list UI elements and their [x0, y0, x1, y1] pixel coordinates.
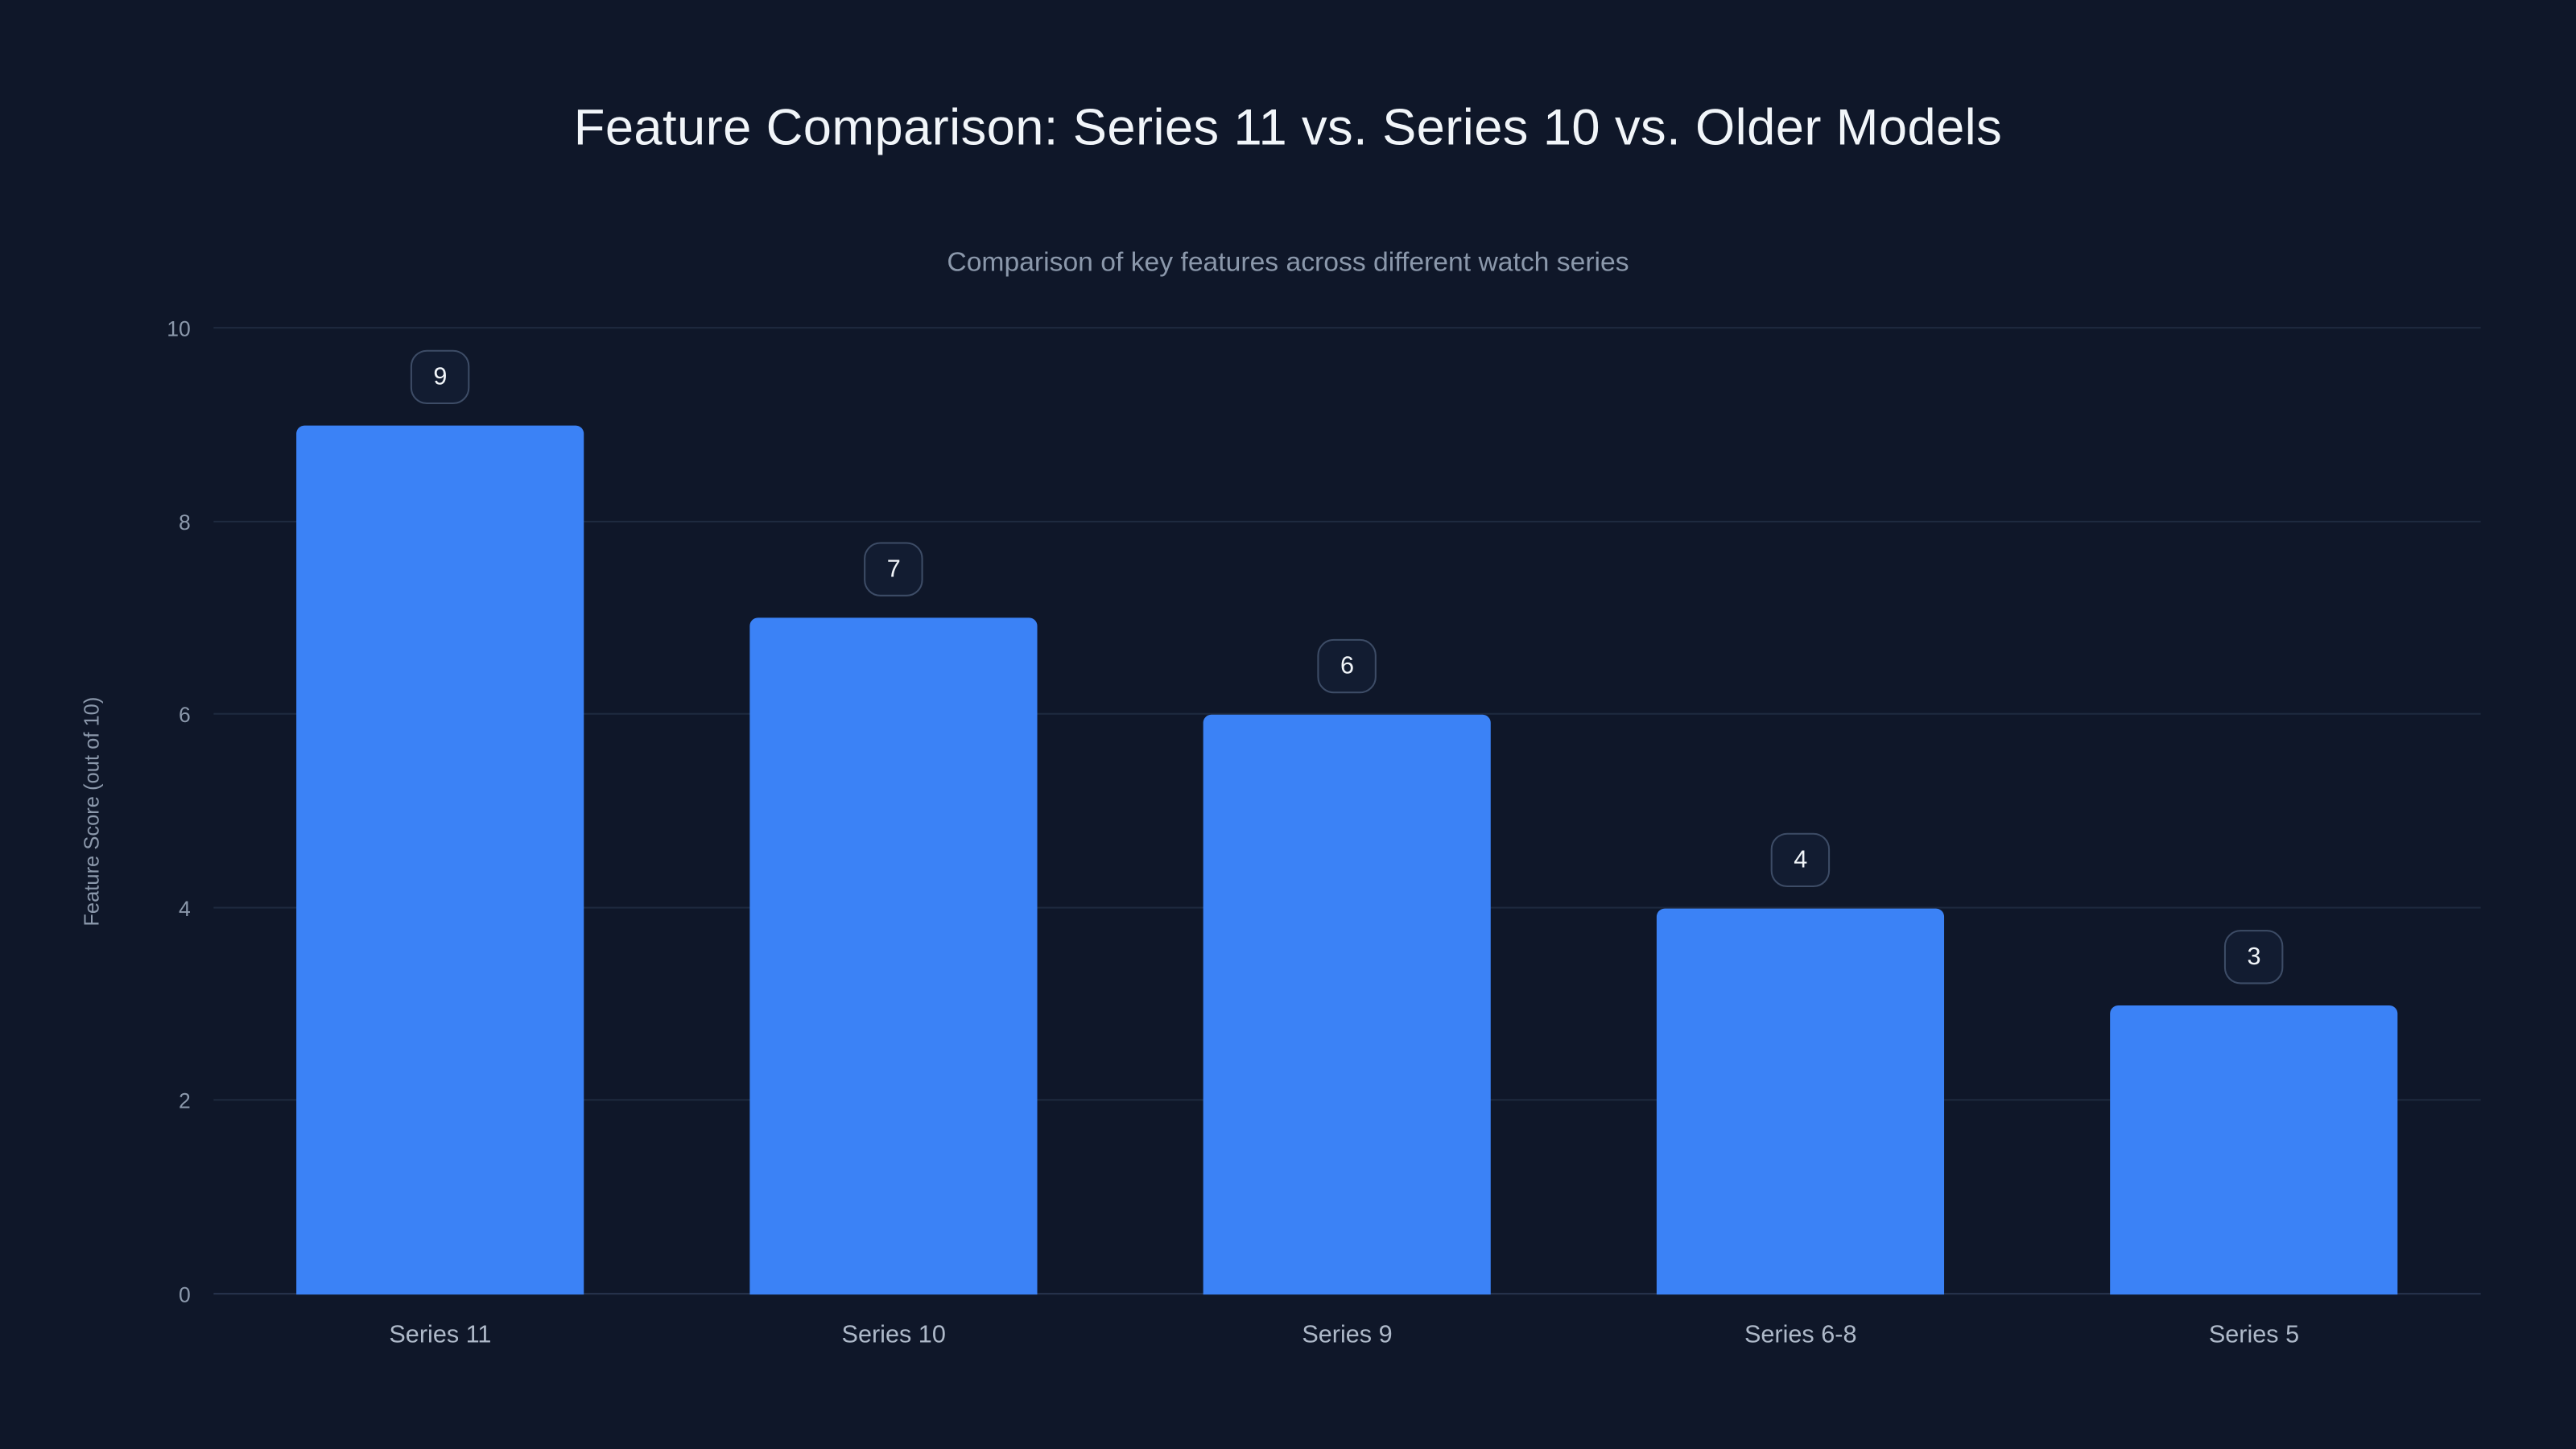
value-badge-2: 7	[864, 543, 924, 597]
x-tick-label-5: Series 5	[2208, 1320, 2300, 1349]
bar-3	[1203, 715, 1492, 1295]
y-tick-label-4: 4	[178, 895, 191, 921]
bar-2	[749, 618, 1038, 1295]
plot-area: Feature Score (out of 10) 0 2 4 6 8 10 9 7 6 4 3	[80, 316, 2481, 1307]
y-tick-label-10: 10	[167, 316, 191, 341]
x-tick-label-4: Series 6-8	[1744, 1320, 1857, 1349]
bar-5	[2110, 1005, 2398, 1295]
y-tick-label-8: 8	[178, 509, 191, 535]
value-badge-3: 6	[1317, 639, 1377, 694]
bar-slot-3: 6	[1121, 328, 1574, 1295]
y-axis-label: Feature Score (out of 10)	[80, 696, 104, 927]
chart-subtitle: Comparison of key features across differ…	[947, 248, 1629, 278]
bar-1	[296, 425, 584, 1295]
value-badge-4: 4	[1770, 832, 1831, 887]
value-badge-1: 9	[410, 349, 471, 404]
y-tick-label-2: 2	[178, 1088, 191, 1114]
x-tick-label-1: Series 11	[389, 1320, 492, 1349]
gridline-6	[213, 713, 2481, 716]
bar-slots: 9 7 6 4 3	[213, 328, 2480, 1295]
x-tick-label-3: Series 9	[1302, 1320, 1393, 1349]
y-tick-label-0: 0	[178, 1282, 191, 1307]
value-badge-5: 3	[2223, 929, 2285, 984]
chart-title: Feature Comparison: Series 11 vs. Series…	[573, 98, 2003, 156]
gridline-8	[213, 520, 2481, 522]
bar-4	[1656, 908, 1945, 1295]
bar-slot-1: 9	[213, 328, 667, 1295]
gridline-10	[213, 327, 2481, 329]
bar-slot-5: 3	[2027, 328, 2480, 1295]
y-tick-label-6: 6	[178, 702, 191, 728]
x-tick-label-2: Series 10	[841, 1320, 946, 1349]
x-axis-labels: Series 11 Series 10 Series 9 Series 6-8 Seri…	[213, 1321, 2480, 1349]
bar-slot-2: 7	[667, 328, 1121, 1295]
bar-slot-4: 4	[1574, 328, 2027, 1295]
